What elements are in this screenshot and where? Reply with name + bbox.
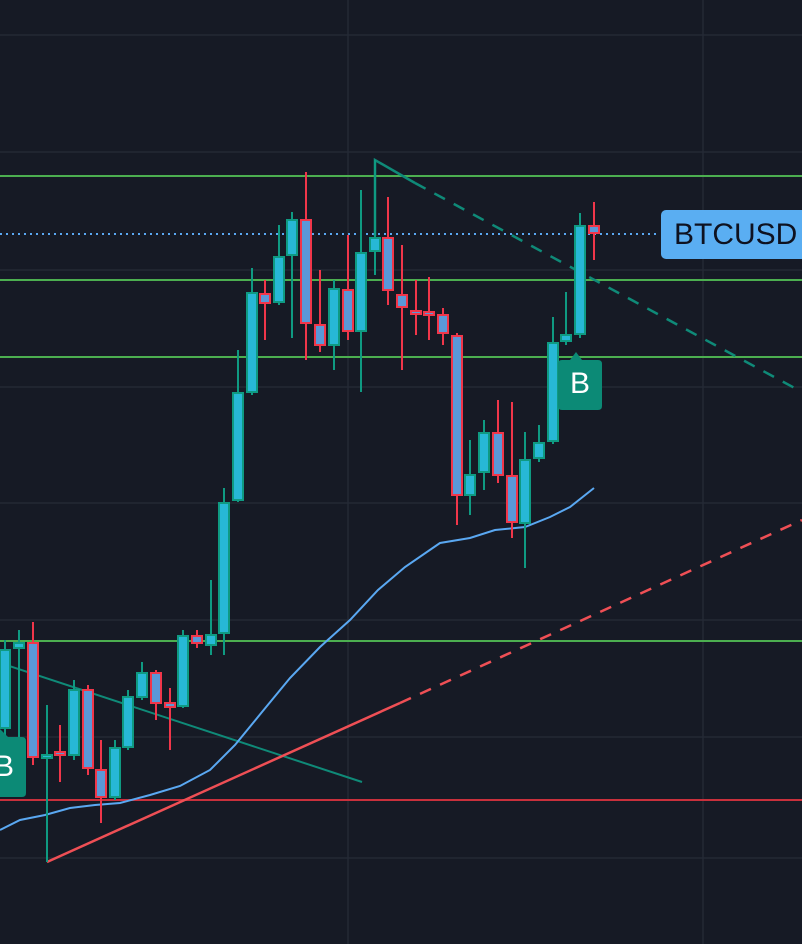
candle-body — [478, 432, 490, 473]
candle-body — [68, 689, 80, 756]
candle-body — [519, 459, 531, 524]
candle-body — [286, 219, 298, 256]
candle-body — [506, 475, 518, 523]
trend-line — [46, 701, 401, 864]
signal-marker: B — [0, 729, 26, 797]
candle-body — [150, 672, 162, 704]
candle-body — [273, 256, 285, 303]
candles — [0, 160, 600, 862]
candle-body — [136, 672, 148, 698]
marker-box — [0, 729, 26, 797]
signal-marker: B — [558, 352, 602, 410]
candle-body — [588, 225, 600, 234]
candle-body — [122, 696, 134, 748]
candle-body — [464, 474, 476, 496]
candle-body — [205, 634, 217, 646]
marker-label: B — [570, 367, 590, 400]
candle-body — [164, 702, 176, 708]
trend-line-dashed — [414, 181, 802, 394]
marker-label: B — [0, 750, 14, 783]
candle-body — [355, 252, 367, 332]
moving-average — [0, 487, 595, 831]
candle-body — [259, 293, 271, 304]
candle-body — [451, 335, 463, 496]
candle-body — [13, 642, 25, 649]
candle-body — [396, 294, 408, 308]
candle-body — [547, 342, 559, 442]
candle-body — [232, 392, 244, 501]
candle-body — [41, 754, 53, 759]
candle-body — [246, 292, 258, 393]
candle-body — [82, 689, 94, 769]
candle-body — [300, 219, 312, 324]
candle-body — [437, 314, 449, 334]
candle-body — [369, 237, 381, 252]
candle-body — [328, 288, 340, 346]
candle-body — [560, 334, 572, 342]
candle-body — [382, 237, 394, 291]
trend-line — [0, 662, 363, 783]
candle-body — [95, 769, 107, 798]
tag-box — [661, 210, 802, 259]
candle-body — [218, 502, 230, 634]
candle-body — [177, 635, 189, 707]
candle-body — [54, 751, 66, 756]
marker-box — [558, 352, 602, 410]
candle-body — [191, 635, 203, 644]
candle-body — [109, 747, 121, 798]
candle-body — [410, 310, 422, 315]
symbol-tag: BTCUSD — [661, 210, 802, 259]
candle-body — [0, 649, 11, 729]
candle-body — [492, 432, 504, 476]
candle-body — [342, 289, 354, 332]
candle-body — [27, 642, 39, 758]
candle-body — [314, 324, 326, 346]
trend-line-dashed — [399, 518, 802, 705]
candle-body — [574, 225, 586, 335]
tag-label: BTCUSD — [674, 218, 797, 251]
candle-body — [423, 311, 435, 316]
candle-body — [533, 442, 545, 459]
